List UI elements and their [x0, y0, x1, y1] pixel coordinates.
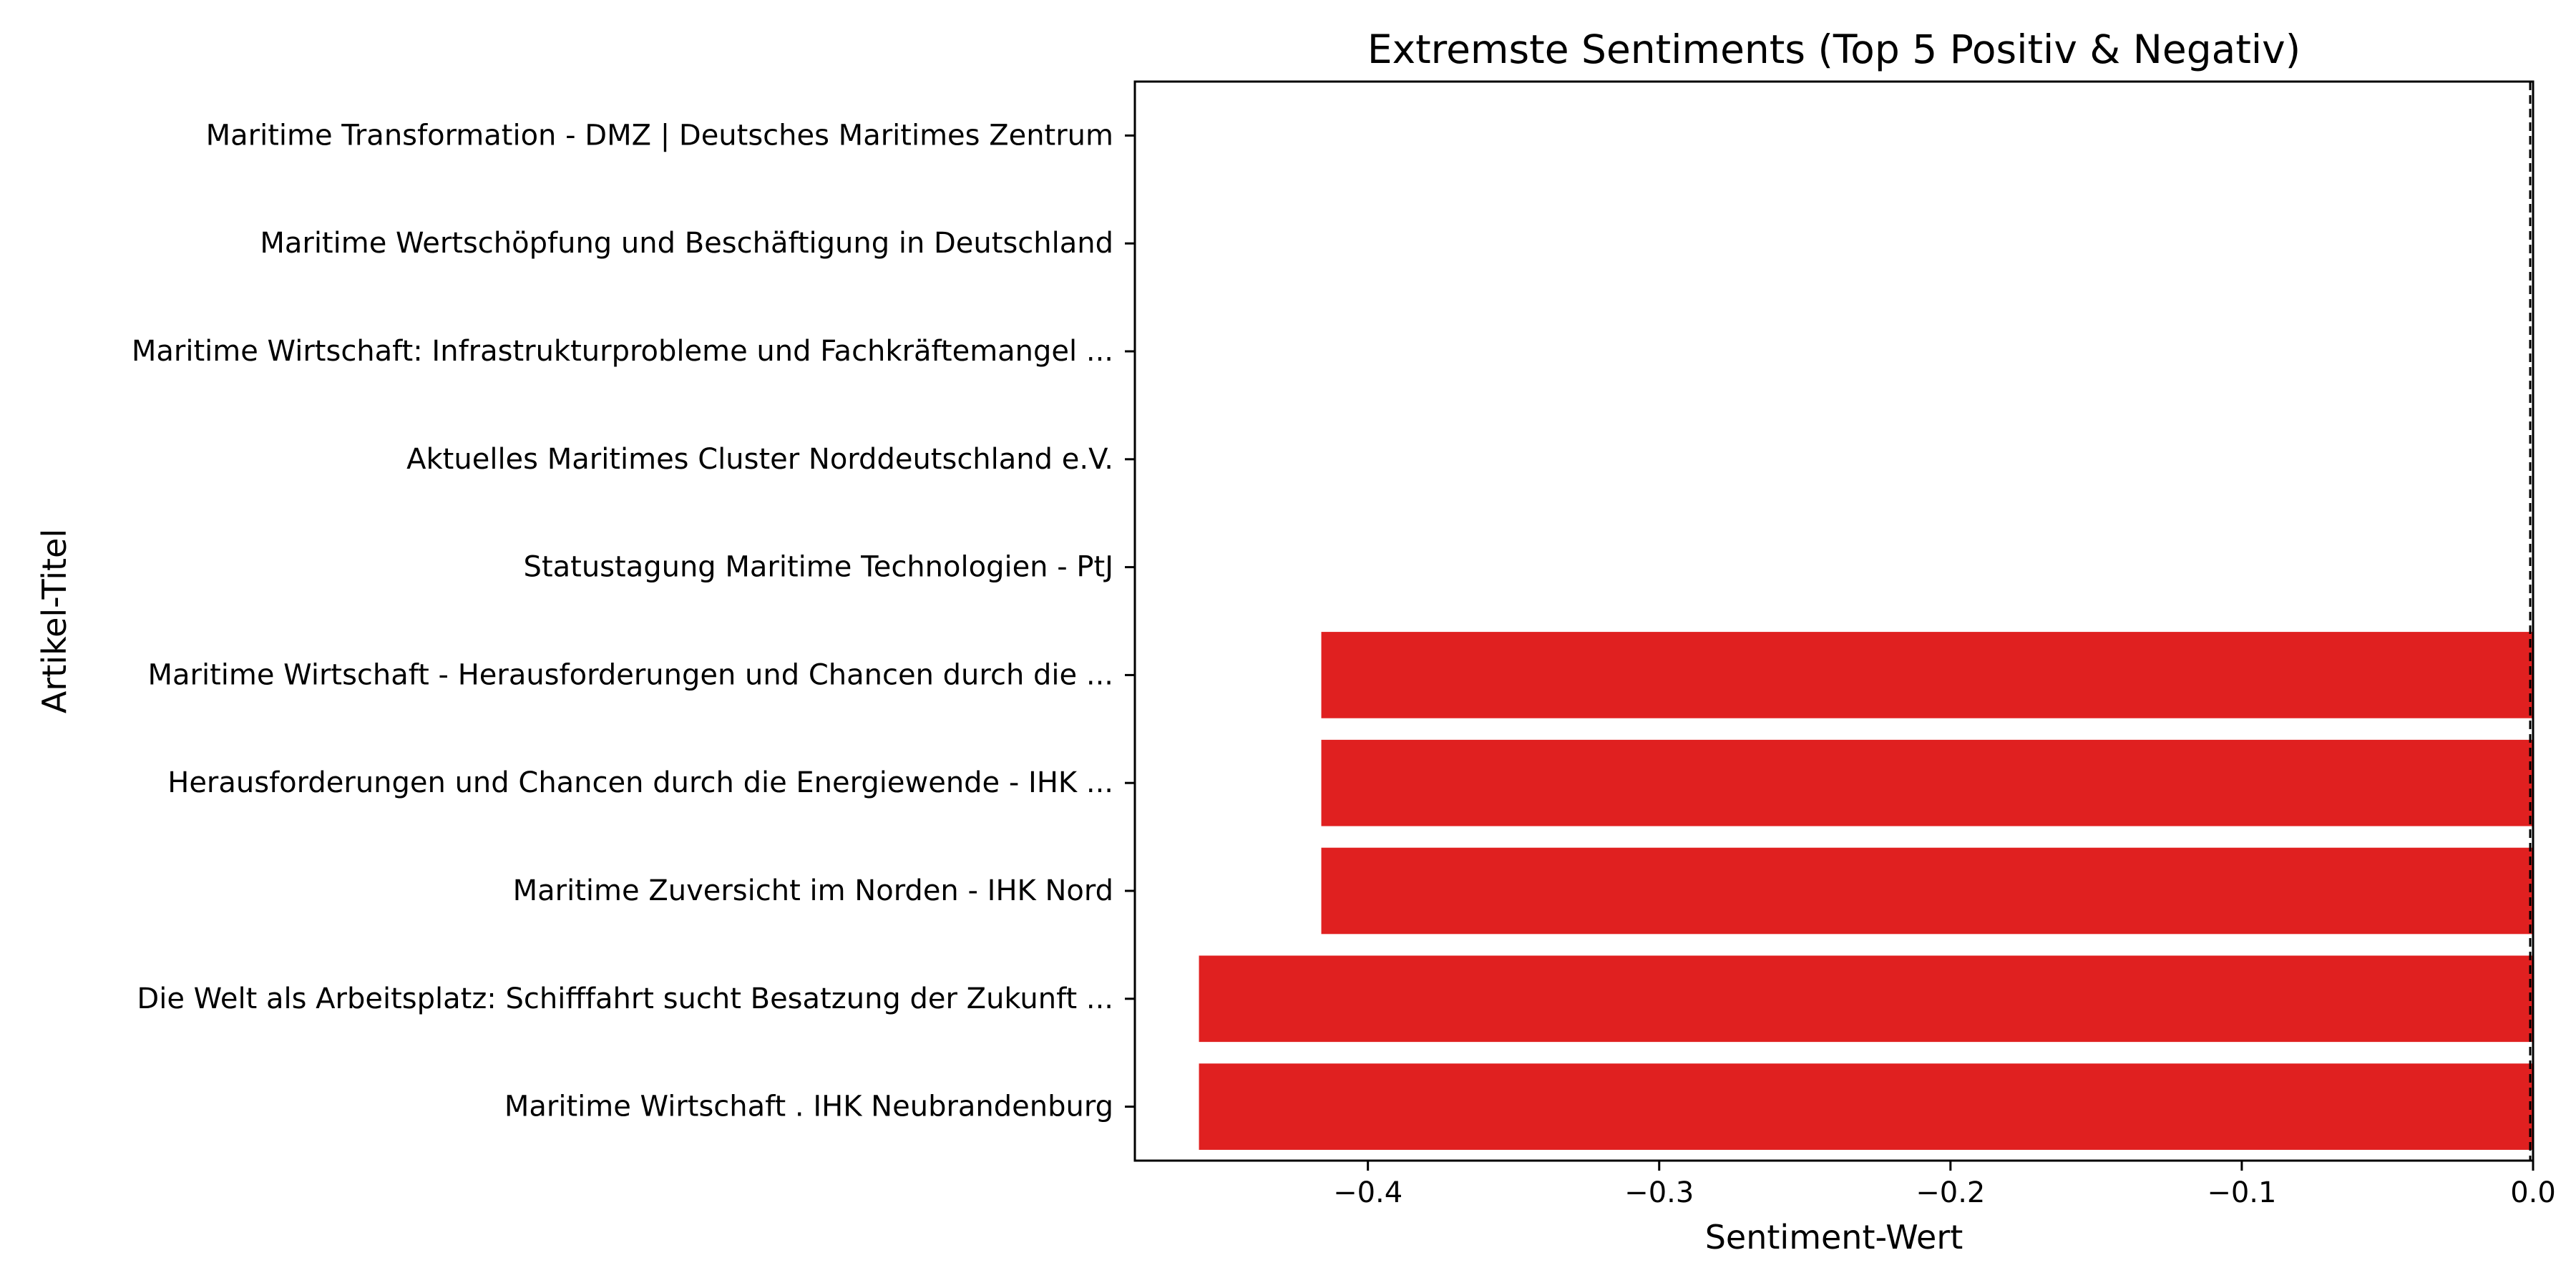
y-tick-label: Maritime Wertschöpfung und Beschäftigung… [260, 227, 1113, 260]
bar-7 [1321, 847, 2533, 935]
x-tick-label: −0.2 [1916, 1176, 1985, 1209]
chart-title: Extremste Sentiments (Top 5 Positiv & Ne… [1367, 26, 2301, 72]
y-tick-label: Maritime Zuversicht im Norden - IHK Nord [513, 874, 1113, 907]
y-tick-label: Maritime Wirtschaft - Herausforderungen … [147, 658, 1113, 691]
y-tick-label: Maritime Transformation - DMZ | Deutsche… [206, 119, 1113, 152]
x-tick-label: −0.1 [2207, 1176, 2276, 1209]
x-tick-label: −0.3 [1624, 1176, 1694, 1209]
y-tick-label: Maritime Wirtschaft . IHK Neubrandenburg [504, 1091, 1113, 1123]
y-tick-label: Aktuelles Maritimes Cluster Norddeutschl… [406, 443, 1113, 476]
bar-5 [1321, 632, 2533, 718]
x-axis-ticks: −0.4 −0.3 −0.2 −0.1 0.0 [1333, 1161, 2556, 1209]
bars-group [1199, 632, 2533, 1150]
y-axis-label: Artikel-Titel [35, 529, 74, 713]
y-tick-label: Herausforderungen und Chancen durch die … [167, 766, 1113, 799]
x-axis-label: Sentiment-Wert [1705, 1218, 1963, 1257]
bar-6 [1321, 739, 2533, 826]
y-axis-ticks: Maritime Transformation - DMZ | Deutsche… [132, 119, 1135, 1123]
bar-8 [1199, 955, 2533, 1043]
x-tick-label: 0.0 [2510, 1176, 2556, 1209]
y-tick-label: Statustagung Maritime Technologien - PtJ [524, 551, 1113, 584]
plot-frame [1133, 80, 2534, 1162]
y-tick-label: Die Welt als Arbeitsplatz: Schifffahrt s… [137, 982, 1113, 1015]
bar-9 [1199, 1063, 2533, 1150]
y-tick-label: Maritime Wirtschaft: Infrastrukturproble… [132, 335, 1113, 368]
x-tick-label: −0.4 [1333, 1176, 1402, 1209]
